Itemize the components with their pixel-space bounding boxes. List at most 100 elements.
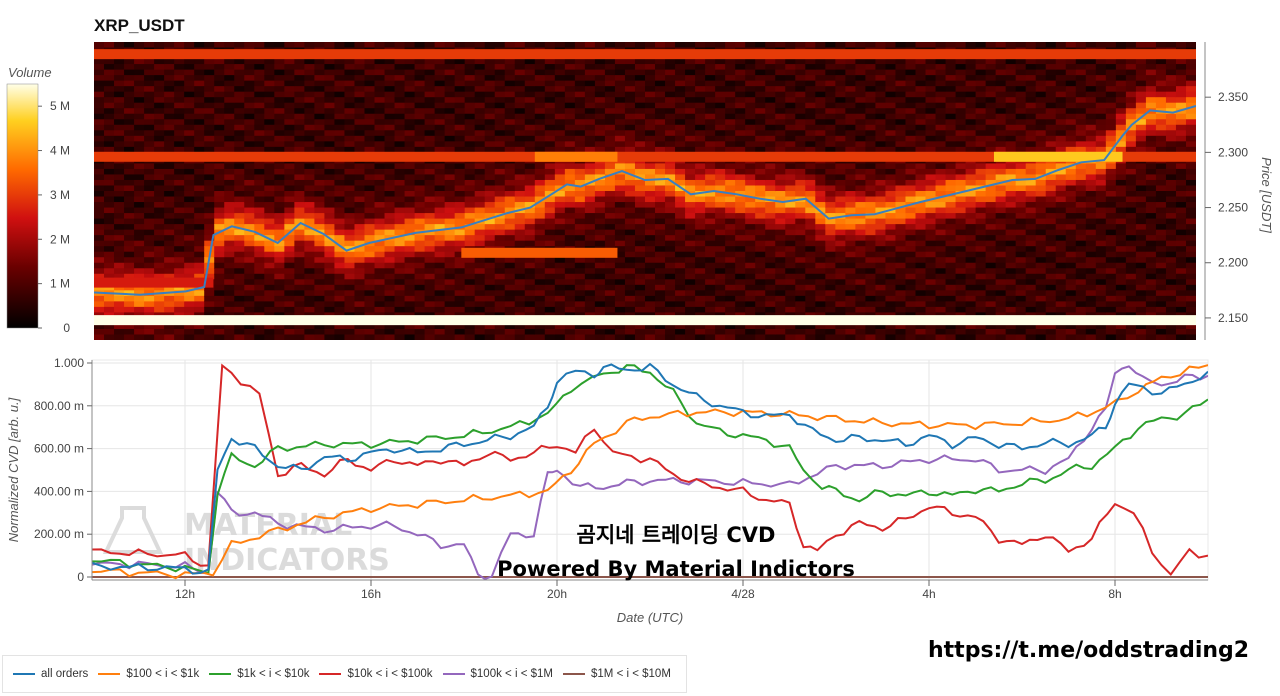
heatmap-cell [915,334,927,340]
heatmap-cell [725,229,736,236]
heatmap-cell [965,130,977,137]
heatmap-cell [915,168,927,176]
heatmap-cell [494,202,506,209]
heatmap-cell [795,86,806,93]
heatmap-cell [735,42,746,49]
heatmap-cell [645,163,656,170]
heatmap-cell [524,91,536,98]
heatmap-cell [354,80,366,87]
heatmap-cell [604,102,616,109]
heatmap-cell [745,262,756,269]
heatmap-cell [745,202,756,209]
heatmap-cell [915,290,927,297]
heatmap-cell [494,163,506,170]
heatmap-cell [284,257,295,264]
heatmap-cell [374,135,386,142]
heatmap-cell [855,202,866,209]
heatmap-cell [414,224,426,231]
heatmap-cell [434,185,446,192]
heatmap-cell [464,191,476,198]
heatmap-cell [134,174,145,181]
heatmap-cell [94,146,105,153]
heatmap-cell [174,213,185,220]
heatmap-cell [925,168,937,176]
heatmap-cell [404,113,416,120]
heatmap-cell [224,251,235,258]
heatmap-cell [144,218,155,225]
heatmap-cell [254,328,265,336]
heatmap-cell [334,306,346,314]
heatmap-cell [324,328,336,336]
heatmap-cell [374,323,386,330]
heatmap-cell [384,273,396,280]
heatmap-cell [164,262,175,269]
heatmap-cell [935,97,947,104]
heatmap-cell [895,75,907,82]
heatmap-cell [735,290,746,297]
heatmap-cell [765,108,776,115]
heatmap-cell [234,191,245,198]
heatmap-cell [945,97,957,104]
heatmap-cell [955,69,967,76]
heatmap-cell [304,102,315,109]
heatmap-cell [905,163,917,170]
heatmap-cell [965,257,977,264]
heatmap-cell [164,64,175,71]
heatmap-cell [364,42,376,49]
heatmap-cell [795,279,806,286]
heatmap-cell [875,251,887,258]
heatmap-cell [1005,130,1017,137]
heatmap-cell [845,273,856,280]
heatmap-cell [174,229,185,236]
heatmap-cell [564,64,576,71]
heatmap-cell [865,273,877,280]
heatmap-cell [144,108,155,115]
heatmap-cell [805,257,816,264]
heatmap-cell [564,86,576,93]
heatmap-cell [414,334,426,340]
heatmap-cell [394,213,406,220]
heatmap-cell [855,224,866,231]
heatmap-cell [634,262,646,269]
heatmap-cell [935,246,947,253]
heatmap-cell [735,235,746,242]
heatmap-cell [584,102,596,109]
heatmap-cell [574,202,586,209]
heatmap-cell [334,102,346,109]
heatmap-cell [564,268,576,275]
heatmap-cell [915,202,927,209]
heatmap-cell [194,191,205,198]
heatmap-cell [875,163,887,170]
heatmap-cell [705,86,716,93]
heatmap-cell [414,218,426,225]
heatmap-cell [444,218,456,225]
heatmap-cell [965,246,977,253]
heatmap-cell [334,91,346,98]
heatmap-cell [394,301,406,308]
heatmap-cell [414,102,426,109]
heatmap-cell [975,135,987,142]
heatmap-cell [414,196,426,203]
heatmap-cell [264,334,275,340]
heatmap-cell [254,301,265,308]
heatmap-cell [755,240,766,247]
heatmap-cell [324,306,336,314]
heatmap-cell [514,191,526,198]
heatmap-cell [274,113,285,120]
heatmap-cell [695,124,706,131]
heatmap-cell [384,141,396,148]
heatmap-cell [504,97,516,104]
heatmap-cell [995,174,1007,181]
heatmap-cell [434,207,446,214]
heatmap-cell [214,124,225,131]
heatmap-cell [354,108,366,115]
heatmap-cell [404,207,416,214]
heatmap-cell [304,141,315,148]
heatmap-cell [905,323,917,330]
heatmap-cell [484,174,496,181]
heatmap-cell [564,334,576,340]
heatmap-cell [665,102,676,109]
heatmap-cell [835,273,846,280]
heatmap-cell [574,130,586,137]
heatmap-cell [294,108,305,115]
